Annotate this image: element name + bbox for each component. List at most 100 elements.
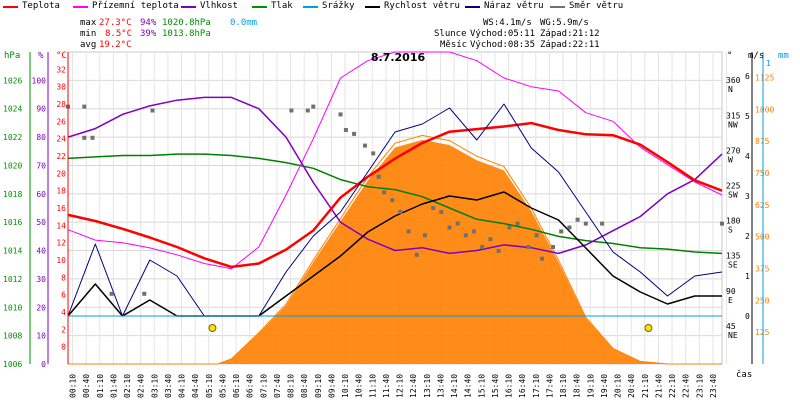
series-vlhkost [67, 96, 723, 255]
x-tick-label: 15:10 [477, 374, 486, 398]
x-tick-label: 12:10 [396, 374, 405, 398]
stats-min-press: 1013.8hPa [162, 29, 211, 39]
x-tick-label: 18:40 [573, 374, 582, 398]
x-axis-ticks: 00:10 00:40 01:10 01:40 02:10 02:40 03:10 03:40… [69, 374, 718, 398]
pct-tick-label: 100 [32, 76, 47, 85]
dir-compass-label: NE [728, 331, 738, 340]
wind-direction-point [142, 291, 147, 296]
pct-tick-label: 0 [41, 360, 46, 369]
wind-direction-point [526, 245, 531, 249]
wind-direction-point [431, 206, 436, 210]
degc-tick-label: 22 [56, 152, 66, 161]
hpa-tick-label: 1010 [3, 303, 22, 312]
chart-title: 8.7.2016 [371, 51, 426, 64]
x-tick-label: 06:40 [246, 374, 255, 398]
x-tick-label: 21:40 [654, 374, 663, 398]
solar-tick-label: 625 [755, 201, 770, 210]
pct-tick-label: 20 [36, 303, 46, 312]
wind-direction-point [390, 198, 395, 203]
degc-tick-label: 4 [61, 308, 66, 317]
hpa-tick-label: 1024 [3, 105, 22, 114]
x-tick-label: 02:40 [137, 374, 146, 398]
degc-tick-label: 30 [56, 83, 66, 92]
dir-compass-label: S [728, 226, 733, 235]
wind-direction-point [480, 245, 485, 249]
stats-max-hum: 94% [140, 18, 157, 28]
x-tick-label: 01:40 [109, 374, 118, 398]
wind-direction-point [352, 131, 357, 136]
stats-min-label: min [80, 29, 97, 39]
degc-tick-label: 16 [56, 204, 66, 213]
ms-tick-label: 3 [745, 192, 750, 201]
degc-tick-label: 26 [56, 117, 66, 126]
x-tick-label: 13:40 [436, 374, 445, 398]
wind-direction-point [534, 233, 539, 238]
x-tick-label: 14:10 [450, 374, 459, 398]
dir-tick-label: 225 [726, 182, 741, 191]
solar-tick-label: 125 [755, 328, 770, 337]
wind-direction-point [507, 225, 512, 230]
degc-tick-label: 12 [56, 239, 66, 248]
x-axis-label: čas [736, 369, 752, 380]
pct-tick-label: 80 [36, 133, 46, 142]
series-lines [66, 51, 724, 332]
ms-tick-label: 1 [745, 272, 750, 281]
x-tick-label: 09:40 [327, 374, 336, 398]
dir-tick-label: 45 [726, 322, 736, 331]
degc-tick-label: 10 [56, 256, 66, 265]
hpa-tick-label: 1008 [3, 332, 22, 341]
hpa-tick-label: 1016 [3, 218, 22, 227]
wind-direction-point [109, 291, 114, 296]
ms-tick-label: 6 [745, 72, 750, 81]
series-teplota [67, 121, 723, 269]
legend-item-srazky: Srážky [303, 1, 355, 11]
degc-tick-label: 2 [61, 325, 66, 334]
solar-tick-label: 1125 [755, 73, 774, 82]
pct-tick-label: 50 [36, 218, 46, 227]
x-tick-label: 07:40 [273, 374, 282, 398]
ms-tick-label: 4 [745, 152, 750, 161]
wind-direction-point [82, 135, 87, 140]
solar-area [68, 139, 722, 364]
x-tick-label: 14:40 [464, 374, 473, 398]
wind-direction-point [488, 237, 493, 242]
series-tlak [67, 153, 723, 255]
x-tick-label: 17:10 [532, 374, 541, 398]
degc-tick-label: 6 [61, 291, 66, 300]
solar-tick-label: 250 [755, 296, 770, 305]
stats-avg-temp: 19.2°C [99, 40, 132, 50]
wind-direction-point [338, 112, 343, 117]
x-tick-label: 00:40 [82, 374, 91, 398]
dir-compass-label: N [728, 85, 733, 94]
wind-direction-point [720, 221, 724, 226]
solar-tick-label: 1000 [755, 105, 774, 114]
degc-tick-label: 32 [56, 65, 66, 74]
degc-tick-label: 20 [56, 169, 66, 178]
degc-tick-label: 0 [61, 343, 66, 352]
x-tick-label: 15:40 [491, 374, 500, 398]
wind-direction-point [305, 108, 310, 113]
wind-direction-point [406, 229, 411, 234]
x-tick-label: 08:40 [300, 374, 309, 398]
legend-item-naraz-vetru: Náraz větru [465, 1, 544, 11]
degc-axis-label: °C [56, 51, 67, 61]
stats-max-rain: 0.0mm [230, 18, 258, 28]
hpa-axis-label: hPa [4, 51, 20, 61]
x-tick-label: 21:10 [641, 374, 650, 398]
hpa-tick-label: 1014 [3, 247, 22, 256]
sun-set: Západ:21:12 [540, 29, 600, 39]
wind-direction-point [90, 135, 95, 140]
stats-max-press: 1020.8hPa [162, 18, 211, 28]
x-tick-label: 01:10 [96, 374, 105, 398]
x-tick-label: 03:40 [164, 374, 173, 398]
wind-direction-point [371, 151, 376, 156]
wind-direction-point [311, 104, 316, 109]
x-tick-label: 09:10 [314, 374, 323, 398]
wind-direction-point [600, 221, 605, 226]
wind-direction-point [439, 209, 444, 214]
x-tick-label: 20:10 [614, 374, 623, 398]
x-tick-label: 19:10 [586, 374, 595, 398]
wind-direction-point [423, 233, 427, 238]
moon-label: Měsíc [440, 40, 468, 50]
ms-axis-label: m/s [748, 51, 764, 61]
